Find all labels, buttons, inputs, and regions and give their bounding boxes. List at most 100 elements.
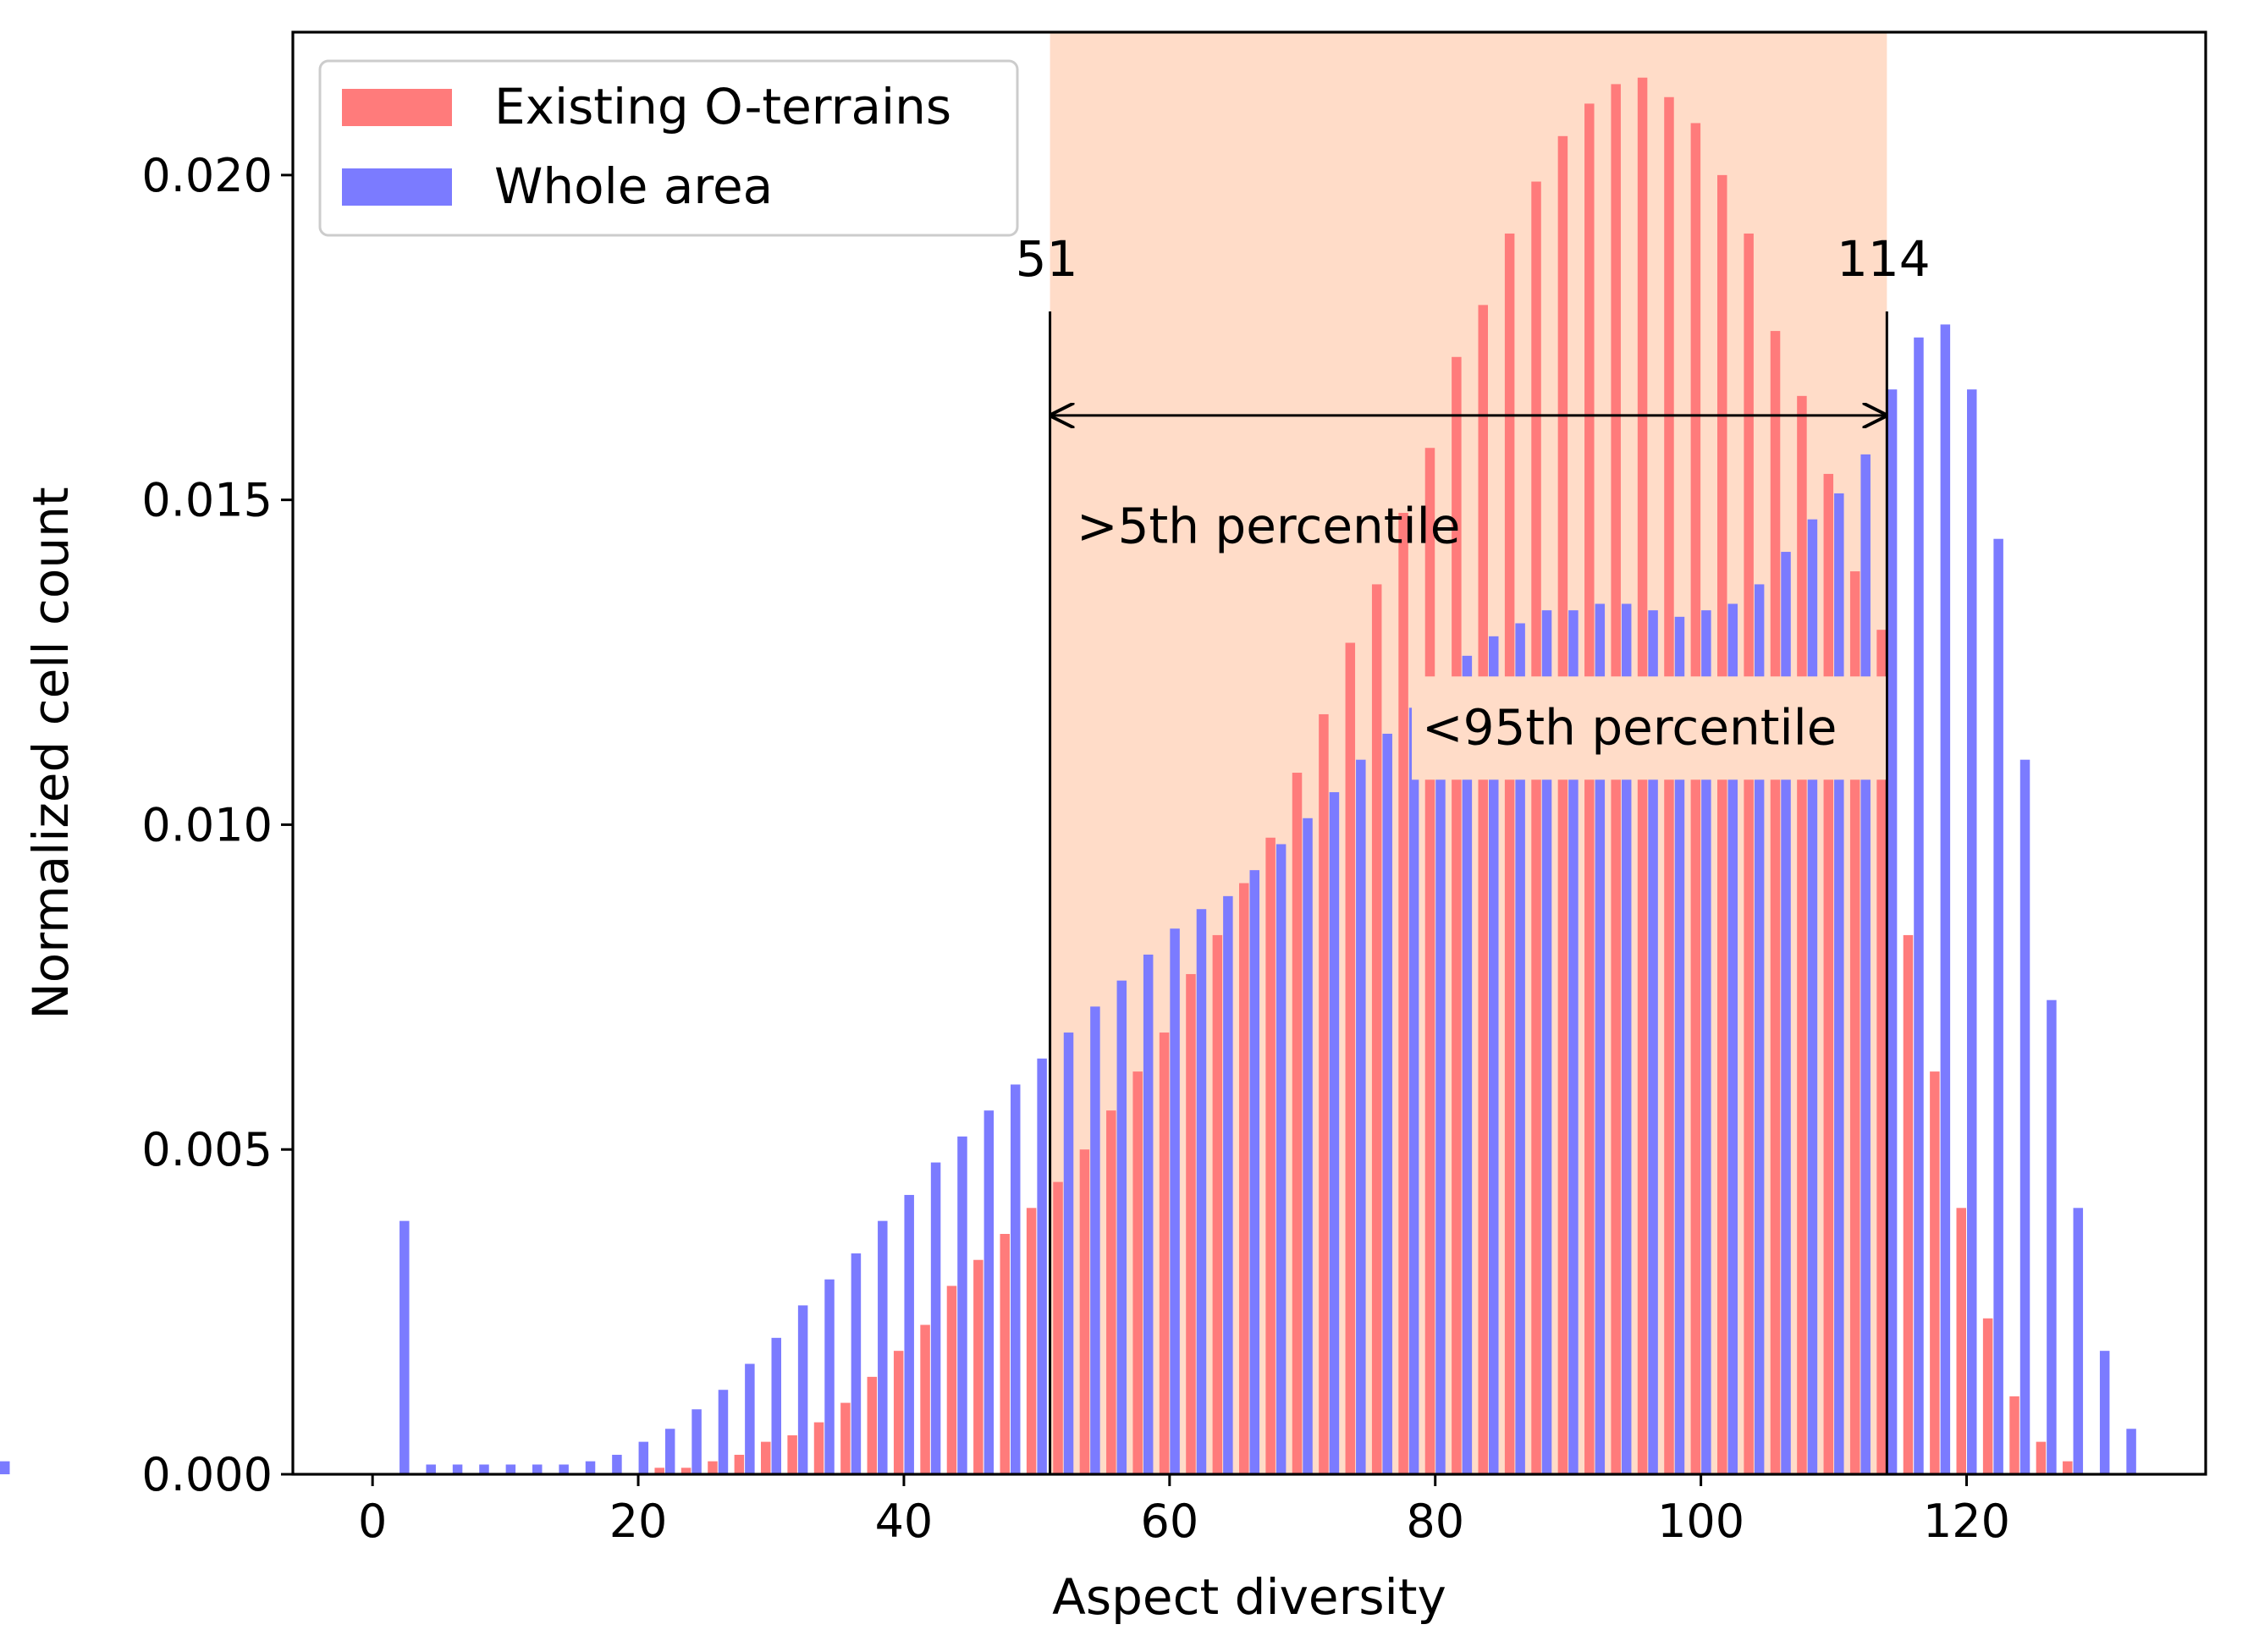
- bar: [2073, 1208, 2084, 1474]
- bar: [973, 1259, 984, 1474]
- bar: [1398, 513, 1408, 1474]
- bar: [1063, 1032, 1074, 1474]
- bar: [1541, 610, 1552, 1474]
- y-tick-label: 0.015: [141, 474, 273, 527]
- bar: [2009, 1396, 2019, 1474]
- legend-label: Whole area: [494, 157, 773, 215]
- bar: [1478, 305, 1488, 1474]
- bar: [1849, 571, 1860, 1474]
- x-axis-title: Aspect diversity: [1052, 1568, 1446, 1626]
- bar: [1265, 837, 1276, 1474]
- bar: [691, 1409, 702, 1474]
- bar: [559, 1464, 569, 1474]
- x-tick-label: 20: [609, 1495, 668, 1548]
- bar: [771, 1337, 781, 1474]
- reference-lines-layer: 51 114 >5th percentile <95th percentile: [1016, 230, 1931, 1474]
- bar: [840, 1402, 851, 1474]
- bar: [1967, 389, 1977, 1475]
- bar: [1037, 1058, 1047, 1474]
- x-tick-label: 40: [875, 1495, 934, 1548]
- annotation-background: [1412, 676, 1887, 780]
- bar: [824, 1279, 835, 1474]
- bar: [1781, 552, 1791, 1474]
- bar: [1223, 895, 1233, 1474]
- bar: [1648, 610, 1658, 1474]
- bar: [1435, 681, 1446, 1474]
- bar: [654, 1468, 664, 1474]
- y-tick-label: 0.005: [141, 1123, 273, 1176]
- bar: [2019, 759, 2030, 1474]
- bar: [904, 1194, 914, 1474]
- bar: [718, 1390, 729, 1474]
- bar: [1797, 395, 1807, 1474]
- bar: [1940, 324, 1951, 1474]
- bar: [1717, 174, 1727, 1474]
- bar: [1462, 655, 1473, 1474]
- bar: [851, 1253, 862, 1474]
- x-tick-label: 100: [1657, 1495, 1744, 1548]
- legend-label: Existing O-terrains: [494, 78, 951, 135]
- bar: [585, 1461, 596, 1474]
- bar: [745, 1363, 755, 1474]
- bar: [1026, 1208, 1037, 1474]
- bar: [1382, 733, 1392, 1474]
- legend-swatch: [342, 168, 452, 206]
- bar: [1982, 1318, 1993, 1474]
- bar: [813, 1422, 824, 1474]
- bar: [1807, 519, 1818, 1474]
- bar: [1170, 928, 1180, 1474]
- bar: [734, 1454, 745, 1474]
- bar: [1159, 1032, 1170, 1474]
- bar: [0, 1461, 10, 1474]
- bar: [638, 1441, 649, 1474]
- bar: [612, 1454, 622, 1474]
- legend-swatch: [342, 89, 452, 126]
- bar: [452, 1464, 463, 1474]
- bar: [1276, 844, 1287, 1474]
- bar: [1356, 759, 1366, 1474]
- bars-layer: [0, 77, 2136, 1475]
- bar: [1770, 331, 1781, 1475]
- bar: [1568, 610, 1579, 1474]
- bar: [797, 1305, 808, 1474]
- bar: [1424, 448, 1435, 1475]
- bar: [2047, 999, 2057, 1474]
- bar: [2099, 1351, 2110, 1474]
- bar: [1000, 1234, 1010, 1474]
- bar: [1584, 103, 1595, 1475]
- y-tick-label: 0.010: [141, 798, 273, 851]
- bar: [1690, 123, 1701, 1474]
- bar: [2063, 1461, 2073, 1474]
- bar: [1834, 493, 1844, 1475]
- bar: [479, 1464, 489, 1474]
- bar: [1930, 1071, 1940, 1474]
- bar: [1079, 1149, 1090, 1474]
- bar: [1345, 642, 1356, 1474]
- bar: [1674, 616, 1685, 1474]
- bar: [984, 1110, 995, 1474]
- bar: [1090, 1006, 1100, 1474]
- bar: [1595, 603, 1606, 1474]
- series-whole-area: [0, 324, 2136, 1475]
- x-tick-label: 0: [358, 1495, 387, 1548]
- bar: [1823, 473, 1834, 1474]
- bar: [1993, 538, 2003, 1475]
- bar: [920, 1324, 930, 1474]
- bar: [1887, 389, 1898, 1475]
- bar: [399, 1220, 410, 1474]
- bar: [1914, 337, 1924, 1475]
- bar: [680, 1468, 691, 1474]
- y-axis-title: Normalized cell count: [22, 487, 80, 1019]
- bar: [1011, 1084, 1021, 1474]
- bar: [1319, 713, 1329, 1474]
- bar: [1212, 934, 1223, 1474]
- bar: [0, 1471, 10, 1474]
- bar: [1452, 356, 1462, 1474]
- bar: [708, 1461, 718, 1474]
- bar: [893, 1351, 904, 1474]
- bar: [1701, 610, 1711, 1474]
- y-tick-label: 0.020: [141, 149, 273, 202]
- plot-frame: [291, 30, 2207, 1476]
- bar: [1956, 1208, 1966, 1474]
